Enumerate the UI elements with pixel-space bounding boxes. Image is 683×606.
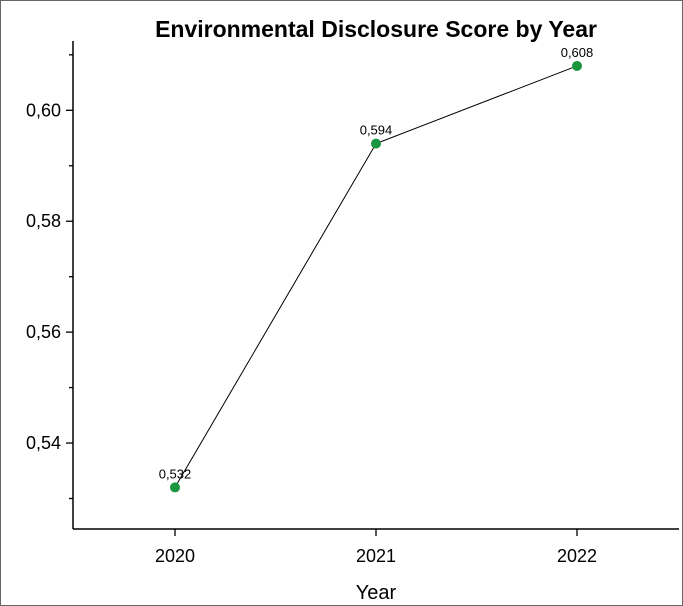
series-markers: [170, 60, 582, 493]
data-point-marker: [170, 482, 180, 493]
x-tick-label: 2021: [356, 546, 396, 566]
y-axis-ticks: 0,54 0,56 0,58 0,60: [26, 54, 73, 500]
data-point-label: 0,532: [159, 466, 192, 481]
x-axis-title: Year: [356, 582, 397, 604]
y-tick-label: 0,54: [26, 433, 61, 453]
y-tick-label: 0,58: [26, 211, 61, 231]
data-point-label: 0,608: [561, 45, 594, 60]
chart-title: Environmental Disclosure Score by Year: [155, 16, 597, 42]
data-point-marker: [572, 60, 582, 71]
y-tick-label: 0,56: [26, 322, 61, 342]
x-tick-label: 2022: [557, 546, 597, 566]
y-tick-label: 0,60: [26, 100, 61, 120]
data-point-marker: [371, 138, 381, 149]
x-axis-ticks: 2020 2021 2022: [155, 529, 597, 566]
axes: [72, 41, 679, 530]
data-point-label: 0,594: [360, 123, 393, 138]
data-labels: 0,532 0,594 0,608: [159, 45, 594, 481]
x-tick-label: 2020: [155, 546, 195, 566]
